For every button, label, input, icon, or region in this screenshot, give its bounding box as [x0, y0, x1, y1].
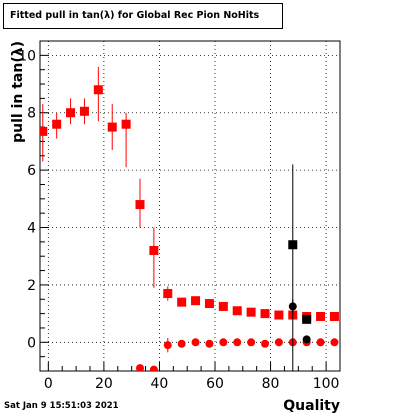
data-point-circle — [219, 338, 228, 347]
y-tick-label: 6 — [27, 163, 36, 179]
data-point-circle — [288, 302, 297, 311]
data-point-circle — [330, 338, 339, 347]
data-point-square — [93, 85, 103, 95]
data-point-circle — [205, 339, 214, 348]
data-point-square — [135, 200, 145, 210]
x-tick-label: 60 — [206, 376, 224, 392]
data-point-square — [40, 126, 48, 136]
data-point-square — [288, 240, 298, 250]
y-axis-label: pull in tan(λ) — [10, 41, 26, 143]
data-point-square — [232, 306, 242, 316]
plot-frame — [39, 40, 341, 372]
x-tick-label: 40 — [151, 376, 169, 392]
data-layer — [40, 66, 339, 371]
x-tick-label: 20 — [95, 376, 113, 392]
data-point-square — [246, 307, 256, 317]
data-point-square — [177, 297, 187, 307]
data-point-square — [260, 309, 270, 319]
x-tick-label: 80 — [262, 376, 280, 392]
data-point-circle — [163, 341, 172, 350]
data-point-circle — [247, 338, 256, 347]
data-point-square — [163, 289, 173, 299]
data-point-square — [316, 311, 326, 321]
data-point-square — [329, 311, 339, 321]
data-point-square — [218, 301, 228, 311]
x-tick-label: 0 — [44, 376, 53, 392]
data-point-square — [149, 245, 159, 255]
data-point-circle — [274, 338, 283, 347]
data-point-circle — [177, 339, 186, 348]
x-tick-label: 100 — [313, 376, 340, 392]
data-point-square — [302, 314, 312, 324]
data-point-square — [121, 119, 131, 129]
y-tick-label: 2 — [27, 278, 36, 294]
data-point-circle — [233, 338, 242, 347]
x-axis-label: Quality — [283, 398, 340, 414]
timestamp-label: Sat Jan 9 15:51:03 2021 — [4, 401, 119, 411]
data-point-square — [191, 296, 201, 306]
data-point-circle — [149, 365, 158, 371]
data-point-square — [204, 299, 214, 309]
y-tick-label: 8 — [27, 106, 36, 122]
data-point-square — [52, 119, 62, 129]
data-point-square — [107, 122, 117, 132]
y-tick-label: 10 — [18, 48, 36, 64]
data-point-circle — [261, 339, 269, 348]
data-point-square — [274, 310, 284, 320]
data-point-circle — [316, 338, 325, 347]
data-point-circle — [302, 335, 311, 344]
chart-title: Fitted pull in tan(λ) for Global Rec Pio… — [3, 3, 283, 29]
y-tick-label: 4 — [27, 221, 36, 237]
data-point-square — [66, 108, 76, 118]
data-point-square — [79, 106, 89, 116]
y-tick-label: 0 — [27, 335, 36, 351]
data-point-circle — [191, 338, 200, 347]
data-point-circle — [136, 364, 144, 371]
